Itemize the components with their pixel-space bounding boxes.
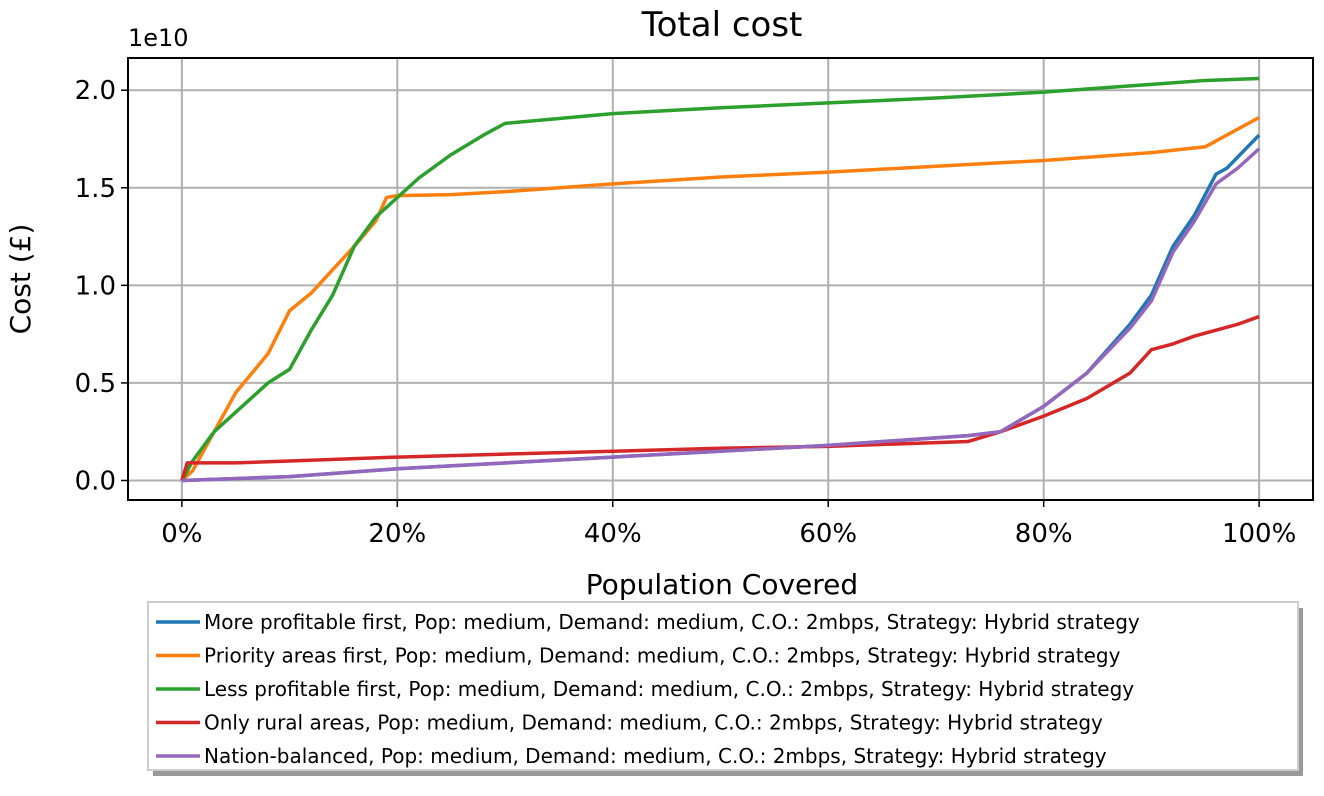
series-line <box>181 147 1261 483</box>
y-tick-label: 1.5 <box>75 174 116 204</box>
x-tick-label: 0% <box>161 519 202 549</box>
series-line <box>180 76 1260 482</box>
y-tick-label: 0.5 <box>75 369 116 399</box>
legend-label: Priority areas first, Pop: medium, Deman… <box>204 644 1121 668</box>
x-tick-label: 40% <box>584 519 642 549</box>
series-line <box>180 314 1260 481</box>
legend-box <box>147 601 1299 771</box>
y-tick-label: 0.0 <box>75 466 116 496</box>
legend-label: More profitable first, Pop: medium, Dema… <box>204 610 1140 634</box>
series-line <box>180 115 1260 482</box>
chart-title: Total cost <box>641 5 803 45</box>
y-tick-label: 2.0 <box>75 76 116 106</box>
plot-frame <box>127 57 1314 501</box>
legend-label: Less profitable first, Pop: medium, Dema… <box>204 677 1134 701</box>
x-tick-label: 80% <box>1015 519 1073 549</box>
offset-label: 1e10 <box>128 24 189 52</box>
legend-label: Only rural areas, Pop: medium, Demand: m… <box>204 711 1103 735</box>
x-axis-label: Population Covered <box>586 568 858 601</box>
legend-label: Nation-balanced, Pop: medium, Demand: me… <box>204 744 1107 768</box>
x-tick-label: 60% <box>799 519 857 549</box>
x-tick-label: 100% <box>1222 519 1296 549</box>
y-tick-label: 1.0 <box>75 271 116 301</box>
y-axis-label: Cost (£) <box>4 224 37 335</box>
x-tick-label: 20% <box>368 519 426 549</box>
